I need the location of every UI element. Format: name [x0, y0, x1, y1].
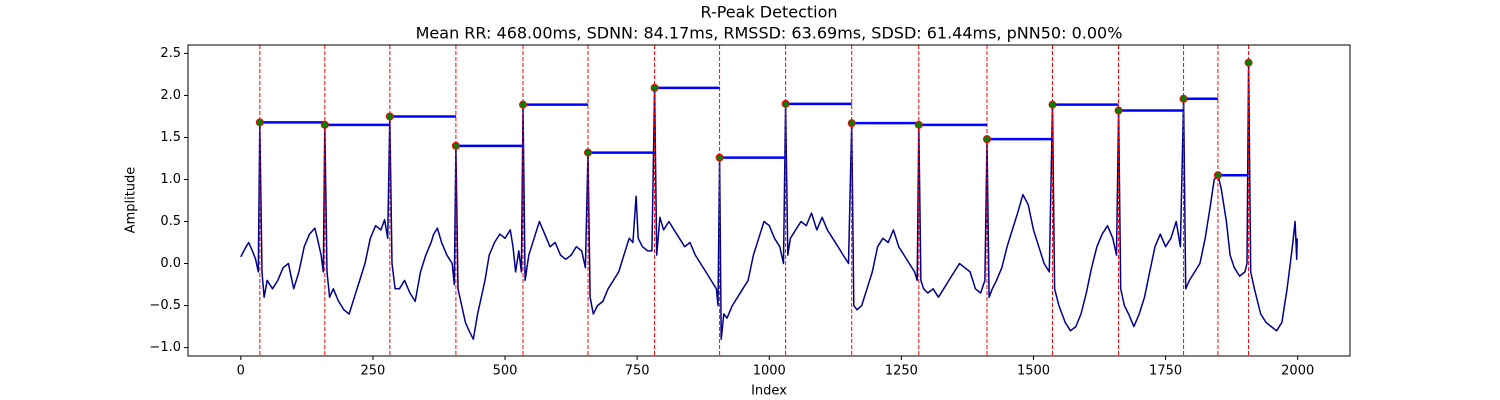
peak-marker [914, 120, 923, 129]
x-tick-label: 2000 [1281, 364, 1314, 379]
chart-subtitle: Mean RR: 468.00ms, SDNN: 84.17ms, RMSSD:… [416, 24, 1123, 43]
peak-marker [1213, 171, 1222, 180]
x-tick-label: 0 [237, 364, 245, 379]
x-tick-label: 250 [361, 364, 386, 379]
y-axis-label: Amplitude [124, 167, 139, 234]
peak-marker [1048, 100, 1057, 109]
x-tick-label: 500 [493, 364, 518, 379]
x-tick-label: 1750 [1149, 364, 1182, 379]
y-tick-label: 0.5 [160, 214, 181, 229]
plot-frame [187, 44, 1351, 357]
y-tick-label: 0.0 [160, 256, 181, 271]
peak-marker [1179, 94, 1188, 103]
x-tick-label: 1250 [885, 364, 918, 379]
y-tick-label: −0.5 [149, 298, 181, 313]
peak-marker [1244, 58, 1253, 67]
y-tick-label: 1.0 [160, 172, 181, 187]
x-axis-label: Index [751, 384, 787, 399]
peak-marker [715, 153, 724, 162]
peak-marker [255, 118, 264, 127]
y-tick-label: −1.0 [149, 340, 181, 355]
peak-marker [1114, 106, 1123, 115]
x-tick-label: 1500 [1017, 364, 1050, 379]
x-tick-label: 750 [625, 364, 650, 379]
peak-marker [982, 135, 991, 144]
peak-marker [650, 83, 659, 92]
peak-marker [519, 100, 528, 109]
signal-line [240, 61, 1298, 340]
peak-marker [781, 99, 790, 108]
y-tick-label: 2.0 [160, 88, 181, 103]
y-tick-label: 2.5 [160, 46, 181, 61]
peak-marker [847, 119, 856, 128]
peak-marker [320, 120, 329, 129]
y-tick-label: 1.5 [160, 130, 181, 145]
peak-marker [385, 112, 394, 121]
peak-marker [584, 148, 593, 157]
chart-title: R-Peak Detection [700, 3, 837, 22]
peak-marker [451, 141, 460, 150]
x-tick-label: 1000 [753, 364, 786, 379]
